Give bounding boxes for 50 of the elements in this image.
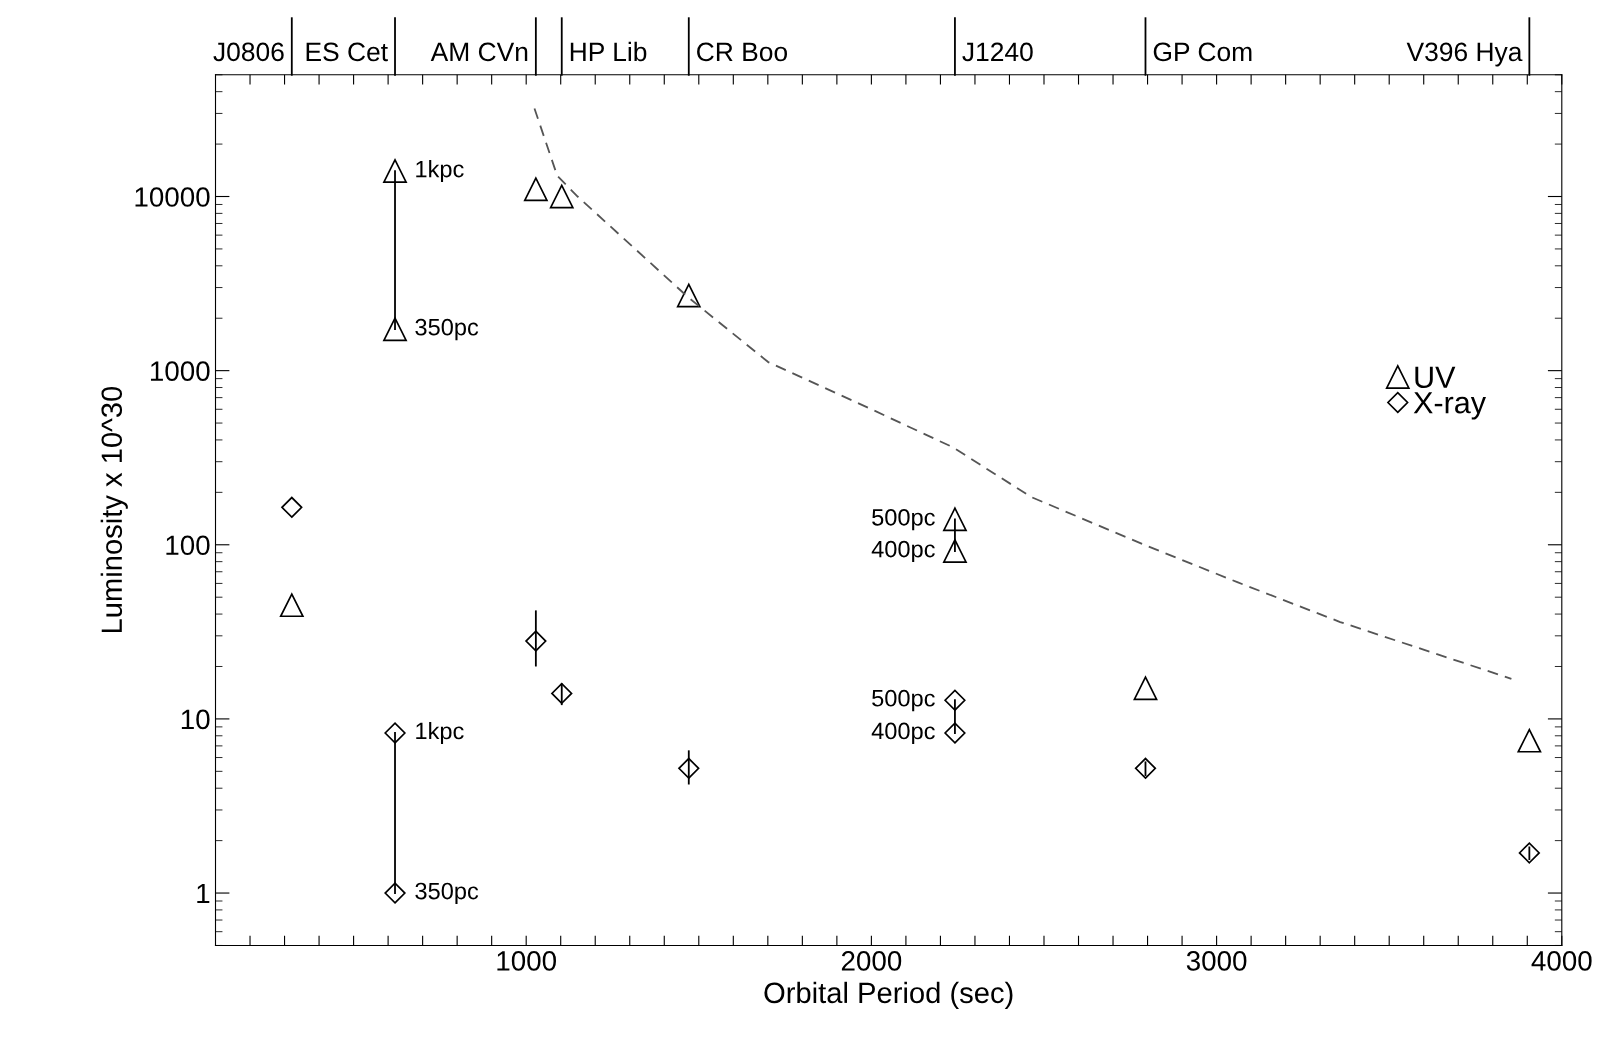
annotation: 500pc: [872, 508, 935, 531]
annotation: 1kpc: [416, 160, 464, 183]
annotation: 350pc: [415, 318, 479, 341]
y-tick-label: 1: [197, 884, 210, 904]
text: GP Com: [1153, 42, 1252, 62]
annotation: 400pc: [871, 540, 935, 563]
y-axis-title: Luminosity x 10^30: [100, 386, 128, 633]
point: [383, 159, 407, 184]
x-tick-label: 4000: [1531, 951, 1592, 971]
text: J1240: [962, 42, 1033, 62]
legend-label: UV: [1415, 366, 1456, 389]
annotation: 500pc: [872, 689, 935, 712]
text: J0806: [213, 42, 284, 62]
text: CR Boo: [697, 42, 788, 62]
point: [944, 689, 966, 711]
point: [279, 593, 304, 618]
point: [944, 722, 966, 744]
point: [942, 507, 967, 532]
point: [523, 177, 548, 202]
x-tick-label: 2000: [841, 951, 902, 971]
point: [1518, 842, 1541, 864]
text: V396 Hya: [1406, 42, 1523, 67]
point: [525, 630, 547, 652]
y-tick-label: 100: [166, 535, 210, 556]
point: [1134, 757, 1157, 780]
point: [676, 283, 701, 308]
legend-label: X-ray: [1413, 392, 1486, 420]
point: [384, 722, 406, 744]
point: [1517, 728, 1542, 753]
point: [551, 682, 573, 705]
line-series: [533, 107, 1513, 680]
point: [678, 757, 700, 780]
x-tick-label: 1000: [497, 951, 556, 971]
y-tick-label: 1000: [150, 361, 210, 381]
text: HP Lib: [570, 41, 647, 62]
point: [384, 882, 406, 904]
point: [1133, 676, 1158, 701]
x-axis-title: Orbital Period (sec): [764, 981, 1013, 1009]
point: [942, 539, 967, 564]
point: [549, 184, 574, 209]
text: ES Cet: [306, 42, 388, 62]
point: [383, 317, 407, 342]
x-tick-label: 3000: [1186, 951, 1247, 971]
y-tick-label: 10: [181, 709, 210, 730]
annotation: 350pc: [415, 882, 479, 905]
point: [281, 496, 303, 519]
annotation: 400pc: [871, 722, 935, 745]
text: AM CVn: [430, 42, 528, 62]
annotation: 1kpc: [416, 722, 464, 745]
y-tick-label: 10000: [135, 187, 210, 207]
